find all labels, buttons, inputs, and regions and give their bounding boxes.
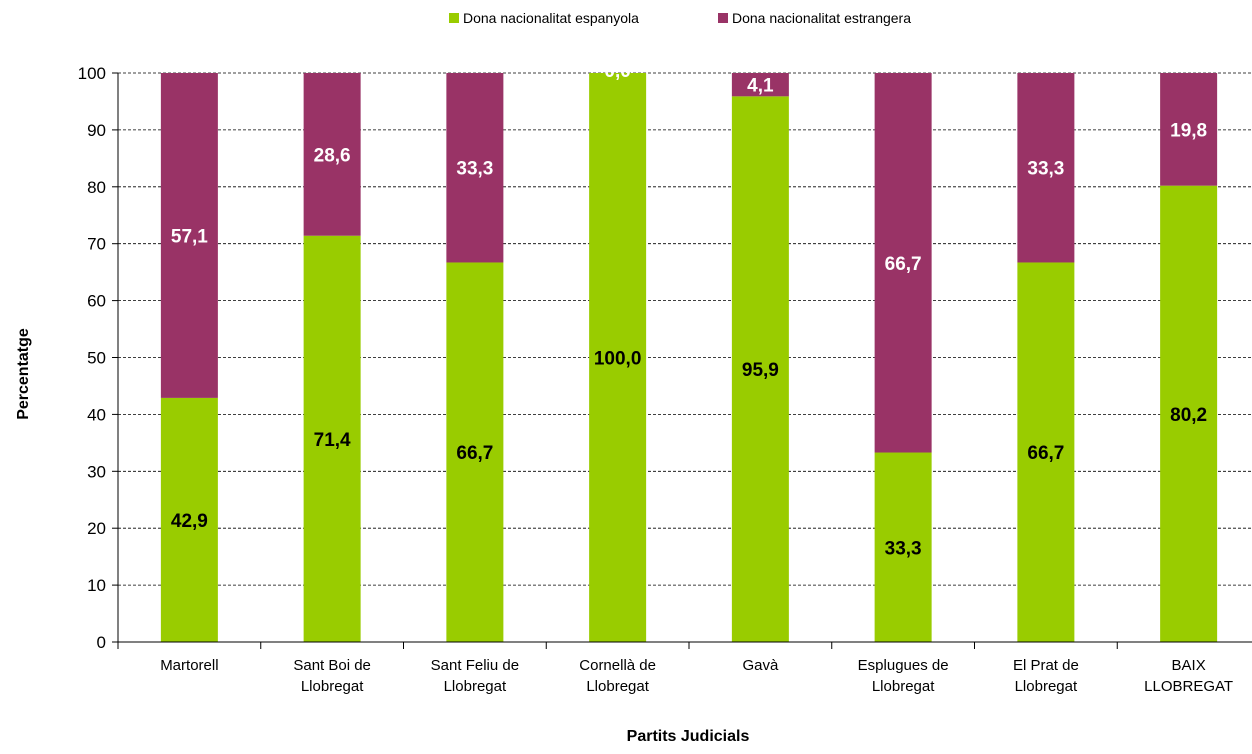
x-tick-label: Martorell: [160, 657, 218, 674]
x-tick-label: El Prat de Llobregat: [1013, 657, 1079, 695]
bar-espanyola: [160, 397, 218, 642]
bar-espanyola: [589, 73, 647, 642]
legend: Dona nacionalitat espanyola Dona nacional…: [449, 10, 911, 26]
x-tick-label: Esplugues de Llobregat: [858, 657, 949, 695]
x-axis-title: Partits Judicials: [627, 728, 750, 745]
y-axis-title: Percentatge: [15, 328, 32, 420]
bar-espanyola: [874, 452, 932, 642]
bar-espanyola: [446, 262, 504, 642]
data-label-espanyola: 80,2: [1170, 405, 1207, 426]
x-tick-label-line: Llobregat: [1015, 678, 1078, 695]
data-label-estrangera: 4,1: [747, 76, 774, 97]
x-tick-label-line: Cornellà de: [579, 657, 656, 674]
x-tick-label: Sant Boi de Llobregat: [293, 657, 371, 695]
data-label-estrangera: 28,6: [314, 145, 351, 166]
legend-label-espanyola: Dona nacionalitat espanyola: [463, 10, 639, 26]
data-label-espanyola: 33,3: [885, 538, 922, 559]
x-tick-label-line: El Prat de: [1013, 657, 1079, 674]
y-tick-label: 0: [97, 633, 106, 652]
data-label-espanyola: 100,0: [594, 349, 642, 370]
x-tick-label-line: Llobregat: [444, 678, 507, 695]
data-label-espanyola: 95,9: [742, 360, 779, 381]
x-tick-label-line: Sant Feliu de: [431, 657, 519, 674]
y-tick-label: 60: [87, 292, 106, 311]
data-label-estrangera: 33,3: [456, 159, 493, 180]
y-tick-label: 90: [87, 121, 106, 140]
bar-estrangera: [1017, 73, 1075, 263]
bar-espanyola: [1017, 262, 1075, 642]
x-tick-label: BAIX LLOBREGAT: [1144, 657, 1233, 695]
data-label-estrangera: 19,8: [1170, 120, 1207, 141]
legend-swatch-espanyola: [449, 13, 459, 23]
y-tick-label: 30: [87, 462, 106, 481]
y-tick-label: 50: [87, 349, 106, 368]
x-tick-label: Gavà: [742, 657, 779, 674]
axes: 0 10 20 30 40 50 60 70 80 90 100 Martorell Sant Boi …: [78, 64, 1252, 695]
x-tick-label-line: Llobregat: [872, 678, 935, 695]
data-label-estrangera: 0,0: [604, 61, 630, 82]
bar-estrangera: [160, 73, 218, 398]
y-tick-label: 100: [78, 64, 106, 83]
y-tick-label: 40: [87, 405, 106, 424]
data-label-espanyola: 42,9: [171, 511, 208, 532]
data-label-espanyola: 66,7: [456, 443, 493, 464]
x-tick-label-line: Gavà: [742, 657, 779, 674]
y-tick-label: 80: [87, 178, 106, 197]
bar-espanyola: [1160, 185, 1218, 643]
data-label-estrangera: 33,3: [1027, 159, 1064, 180]
x-tick-label: Cornellà de Llobregat: [579, 657, 656, 695]
x-tick-label: Sant Feliu de Llobregat: [431, 657, 519, 695]
x-tick-label-line: Llobregat: [586, 678, 649, 695]
x-tick-label-line: Sant Boi de: [293, 657, 371, 674]
y-tick-label: 70: [87, 235, 106, 254]
legend-swatch-estrangera: [718, 13, 728, 23]
x-tick-label-line: LLOBREGAT: [1144, 678, 1233, 695]
data-labels: 42,9 57,1 71,4 28,6 66,7 33,3 100,0 0,0 95,9 4,1 3…: [171, 61, 1207, 559]
x-tick-label-line: Llobregat: [301, 678, 364, 695]
bar-espanyola: [731, 96, 789, 643]
bar-estrangera: [874, 73, 932, 453]
data-label-estrangera: 57,1: [171, 226, 208, 247]
y-tick-label: 10: [87, 576, 106, 595]
gridlines: [118, 72, 1252, 586]
legend-label-estrangera: Dona nacionalitat estrangera: [732, 10, 911, 26]
bar-estrangera: [1160, 73, 1218, 186]
x-tick-label-line: BAIX: [1172, 657, 1206, 674]
bar-estrangera: [731, 73, 789, 97]
data-label-espanyola: 66,7: [1027, 443, 1064, 464]
y-tick-label: 20: [87, 519, 106, 538]
x-tick-label-line: Esplugues de: [858, 657, 949, 674]
bar-estrangera: [446, 73, 504, 263]
data-label-estrangera: 66,7: [885, 254, 922, 275]
x-tick-label-line: Martorell: [160, 657, 218, 674]
bar-estrangera: [303, 73, 361, 236]
data-label-espanyola: 71,4: [314, 430, 351, 451]
bar-espanyola: [303, 235, 361, 642]
bars: [160, 73, 1218, 643]
